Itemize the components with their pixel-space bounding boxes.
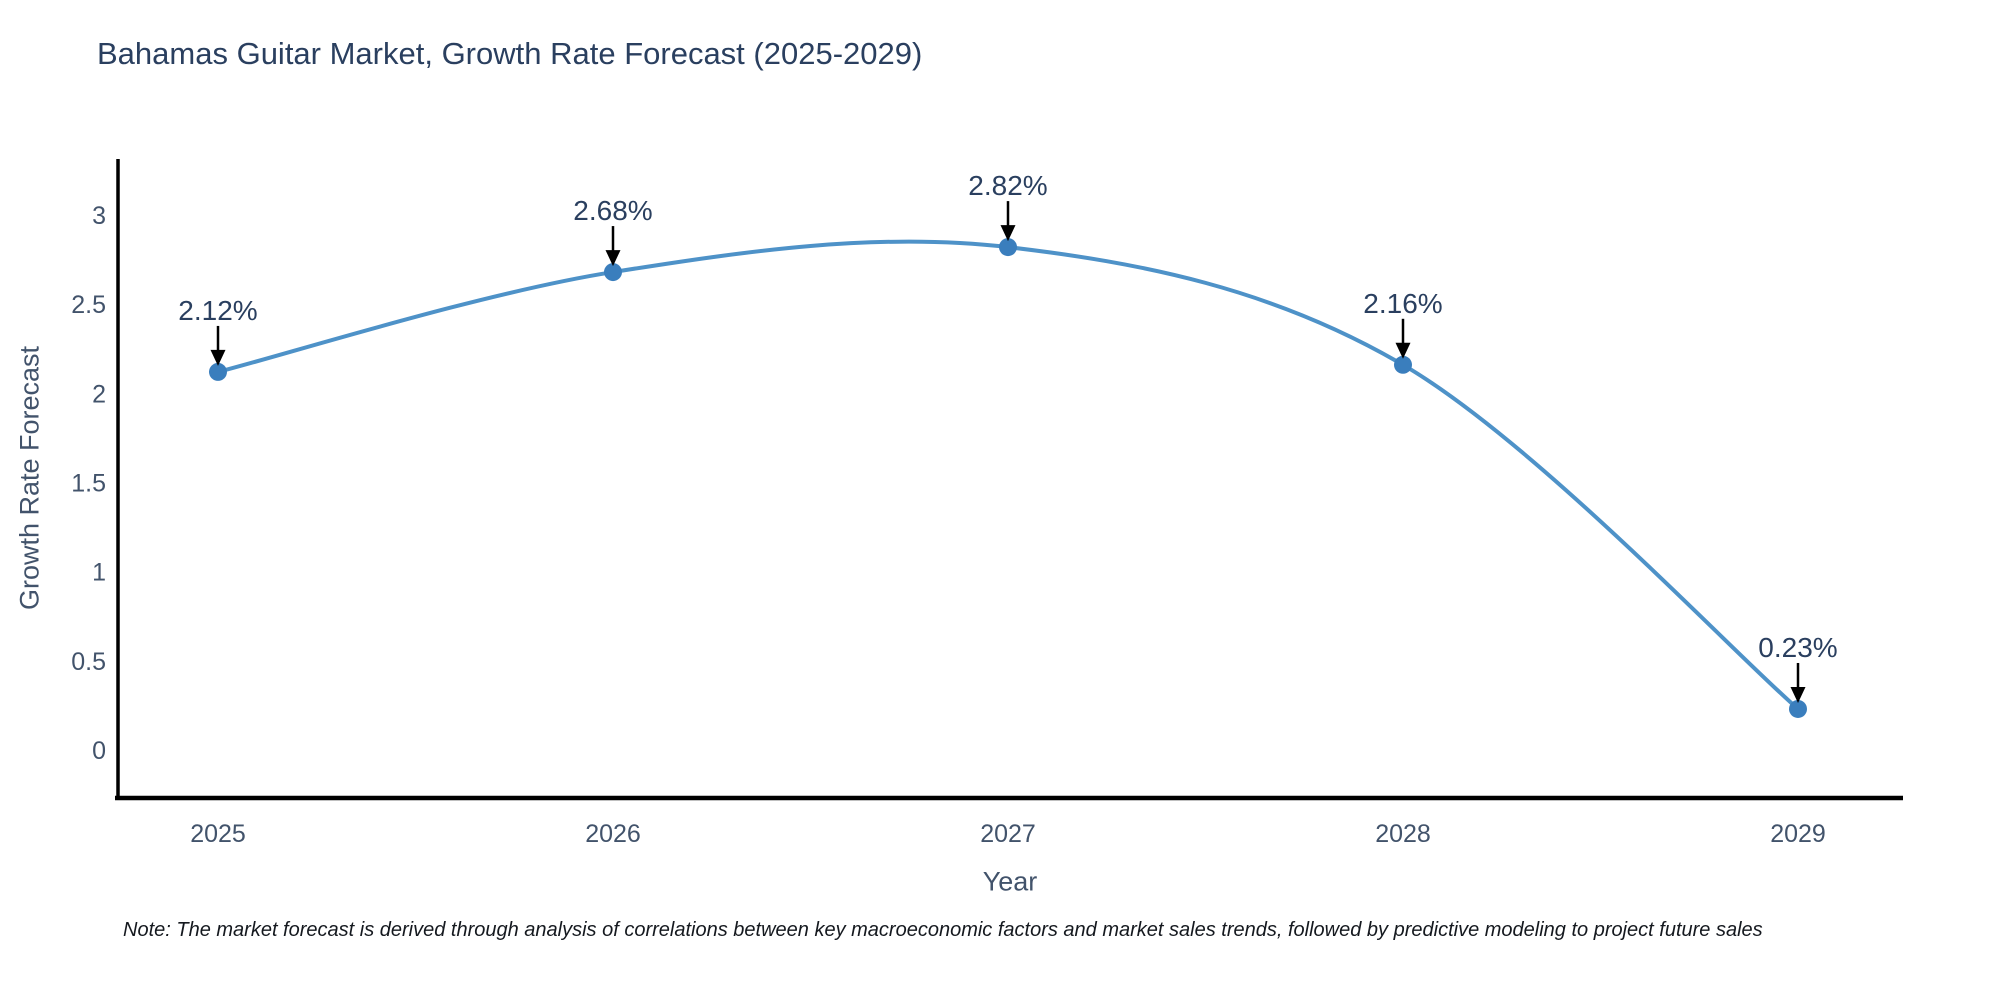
data-point[interactable]: [209, 362, 227, 381]
point-annotation-label: 2.82%: [968, 170, 1047, 201]
annotation-arrow-head-icon: [1790, 686, 1806, 703]
x-tick-label: 2026: [585, 820, 641, 848]
x-tick-label: 2025: [190, 820, 246, 848]
x-tick-label: 2028: [1375, 820, 1431, 848]
y-tick-label: 0: [92, 737, 106, 765]
trend-line: [216, 239, 1800, 711]
y-tick-label: 0.5: [71, 648, 106, 676]
y-tick-label: 2: [92, 380, 106, 408]
y-tick-label: 2.5: [71, 291, 106, 319]
annotation-arrow-head-icon: [605, 250, 621, 267]
y-tick-label: 1.5: [71, 470, 106, 498]
annotation-arrow-head-icon: [210, 349, 226, 366]
data-point[interactable]: [1789, 699, 1807, 718]
annotation-arrow-head-icon: [1000, 225, 1016, 242]
chart-title: Bahamas Guitar Market, Growth Rate Forec…: [97, 36, 923, 71]
annotation-arrow-head-icon: [1395, 342, 1411, 359]
data-point[interactable]: [604, 263, 622, 282]
y-tick-label: 1: [92, 559, 106, 587]
data-point[interactable]: [1394, 355, 1412, 374]
y-axis-title: Growth Rate Forecast: [14, 345, 45, 611]
point-annotation-label: 2.16%: [1363, 288, 1442, 319]
point-annotation-label: 2.12%: [178, 295, 257, 326]
y-tick-label: 3: [92, 202, 106, 230]
footnote: Note: The market forecast is derived thr…: [123, 919, 1763, 941]
x-axis-title: Year: [982, 866, 1038, 897]
x-tick-label: 2027: [980, 820, 1036, 848]
point-annotation-label: 0.23%: [1758, 632, 1837, 663]
x-tick-label: 2029: [1770, 820, 1826, 848]
data-point[interactable]: [999, 238, 1017, 257]
point-annotation-label: 2.68%: [573, 195, 652, 226]
